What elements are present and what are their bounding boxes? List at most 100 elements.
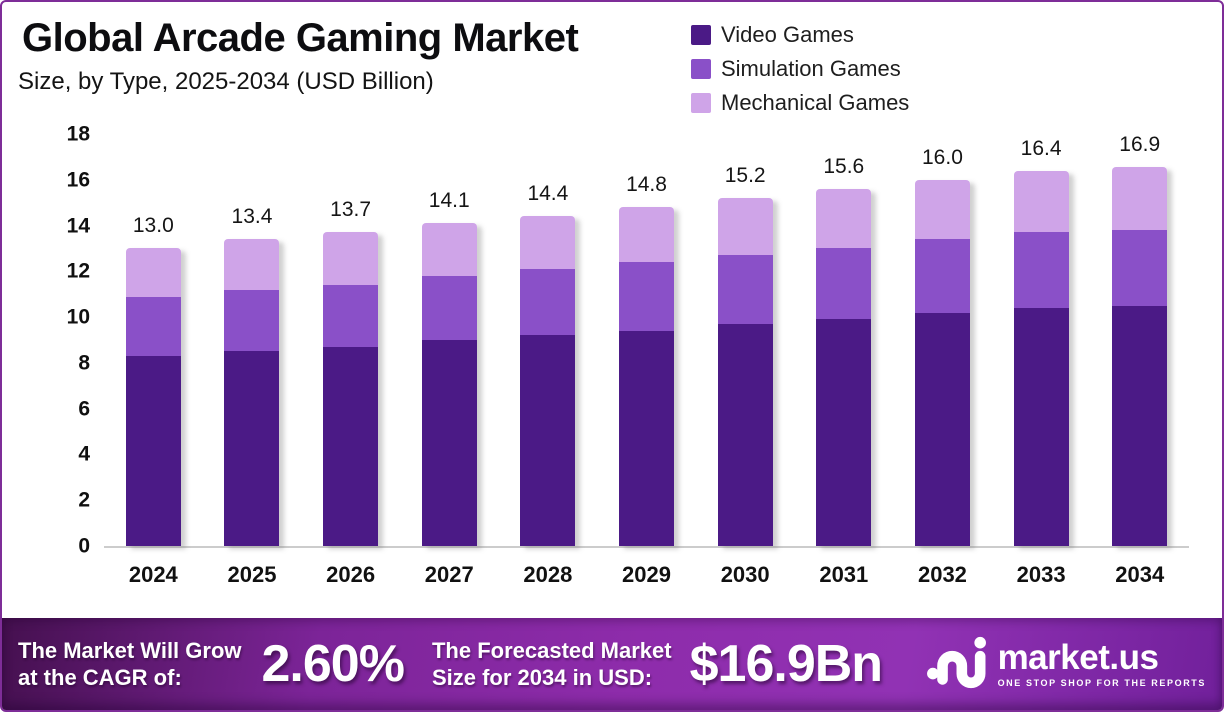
chart-subtitle: Size, by Type, 2025-2034 (USD Billion)	[18, 68, 434, 95]
bar-segment-mechanical-games	[421, 223, 477, 276]
x-label-2025: 2025	[227, 562, 277, 587]
x-label-2027: 2027	[424, 562, 474, 587]
bar-total-label: 14.4	[527, 182, 569, 206]
bar-column-2028: 14.4	[499, 134, 598, 546]
bar-total-label: 16.0	[922, 145, 963, 169]
bar-segment-video-games	[914, 312, 970, 546]
forecast-value: $16.9Bn	[689, 635, 883, 693]
bar-segment-simulation-games	[816, 248, 872, 320]
legend-item-mechanical-games: Mechanical Games	[691, 92, 909, 114]
bar-segment-video-games	[717, 323, 773, 546]
forecast-label-line1: The Forecasted Market	[431, 637, 672, 663]
bar-segment-video-games	[619, 330, 675, 546]
bar-column-2029: 14.8	[597, 134, 696, 546]
bar-segment-video-games	[125, 356, 181, 546]
forecast-label: The Forecasted Market Size for 2034 in U…	[432, 637, 672, 692]
legend-label: Video Games	[721, 22, 854, 47]
bar-segment-simulation-games	[914, 239, 970, 313]
y-tick-6: 6	[78, 397, 90, 421]
y-tick-4: 4	[78, 442, 90, 466]
bar-stack-2032	[914, 179, 970, 546]
bar-segment-simulation-games	[224, 289, 280, 352]
bar-segment-video-games	[1013, 307, 1069, 546]
bar-segment-video-games	[520, 335, 576, 546]
legend-swatch-video-games	[691, 25, 711, 45]
bar-column-2031: 15.6	[794, 134, 893, 546]
bar-column-2027: 14.1	[400, 134, 499, 546]
bar-segment-mechanical-games	[323, 232, 379, 286]
bar-segment-simulation-games	[125, 296, 181, 357]
bar-segment-simulation-games	[421, 275, 477, 341]
x-axis: 2024 2025 2026 2027 2028 2029 2030 2031 2032 2033…	[104, 562, 1189, 588]
bar-stack-2031	[816, 188, 872, 546]
bar-total-label: 16.9	[1119, 133, 1161, 156]
bar-segment-video-games	[1112, 306, 1168, 546]
bar-column-2032: 16.0	[893, 134, 992, 546]
bar-stack-2026	[323, 232, 379, 546]
legend-label: Simulation Games	[721, 56, 901, 81]
bar-segment-mechanical-games	[816, 188, 872, 249]
x-label-2029: 2029	[622, 562, 671, 587]
legend-item-video-games: Video Games	[691, 24, 909, 46]
y-tick-12: 12	[66, 259, 90, 283]
bar-column-2024: 13.0	[104, 134, 203, 546]
bar-segment-mechanical-games	[619, 207, 675, 263]
bar-column-2033: 16.4	[992, 134, 1091, 546]
bar-segment-mechanical-games	[914, 179, 970, 240]
bar-column-2026: 13.7	[301, 134, 400, 546]
bar-segment-mechanical-games	[224, 239, 280, 290]
bar-total-label: 14.8	[626, 173, 667, 197]
legend-swatch-mechanical-games	[691, 93, 711, 113]
plot-area: 13.0 13.4 13.7 14.1 14.4 14.8 15.2 15.6 16.0 16.4…	[104, 134, 1189, 548]
bar-segment-simulation-games	[1013, 232, 1069, 308]
y-tick-14: 14	[66, 214, 90, 238]
bar-stack-2030	[717, 198, 773, 546]
bar-segment-simulation-games	[717, 255, 773, 324]
bar-segment-video-games	[323, 346, 379, 546]
legend: Video Games Simulation Games Mechanical Ga…	[691, 24, 909, 114]
bar-column-2025: 13.4	[203, 134, 302, 546]
bar-segment-video-games	[816, 319, 872, 546]
legend-item-simulation-games: Simulation Games	[691, 58, 909, 80]
brand-tagline: ONE STOP SHOP FOR THE REPORTS	[997, 678, 1206, 688]
legend-label: Mechanical Games	[721, 90, 910, 115]
chart-title: Global Arcade Gaming Market	[22, 16, 579, 60]
bar-segment-mechanical-games	[717, 198, 773, 256]
x-label-2024: 2024	[128, 562, 178, 587]
bar-segment-simulation-games	[520, 269, 576, 336]
marketus-logo-icon	[926, 634, 988, 695]
bar-total-label: 16.4	[1020, 136, 1062, 160]
bar-stack-2033	[1013, 170, 1069, 546]
forecast-label-line2: Size for 2034 in USD:	[431, 665, 653, 690]
y-tick-10: 10	[66, 305, 90, 329]
bar-segment-simulation-games	[619, 262, 675, 331]
bar-stack-2028	[520, 216, 576, 546]
x-label-2026: 2026	[326, 562, 376, 587]
legend-swatch-simulation-games	[691, 59, 711, 79]
bar-total-label: 13.0	[132, 214, 174, 238]
bar-column-2034: 16.9	[1090, 134, 1189, 546]
brand-name: market.us	[997, 638, 1159, 677]
bar-stack-2029	[619, 207, 675, 546]
bar-segment-mechanical-games	[1112, 167, 1168, 230]
bar-stack-2025	[224, 239, 280, 546]
bar-segment-video-games	[421, 340, 477, 546]
bar-segment-mechanical-games	[520, 216, 576, 270]
bar-segment-mechanical-games	[125, 248, 181, 297]
x-label-2030: 2030	[720, 562, 770, 587]
y-tick-0: 0	[78, 534, 90, 558]
x-label-2032: 2032	[917, 562, 967, 587]
y-tick-8: 8	[78, 351, 90, 375]
bar-total-label: 13.4	[231, 205, 273, 229]
x-label-2033: 2033	[1016, 562, 1066, 587]
y-axis: 18 16 14 12 10 8 6 4 2 0	[40, 124, 90, 557]
bar-segment-video-games	[224, 351, 280, 546]
bar-stack-2024	[125, 248, 181, 546]
bar-total-label: 14.1	[428, 189, 470, 213]
bar-total-label: 15.6	[823, 154, 865, 178]
y-tick-18: 18	[66, 122, 90, 146]
bar-segment-simulation-games	[323, 285, 379, 347]
x-label-2034: 2034	[1115, 562, 1165, 587]
footer-banner: The Market Will Grow at the CAGR of: 2.6…	[2, 618, 1222, 710]
